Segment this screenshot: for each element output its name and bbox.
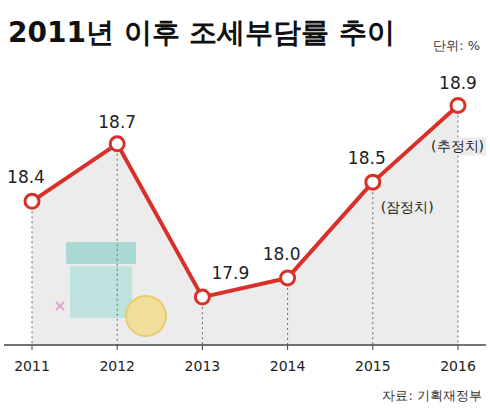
decor-sign — [66, 242, 136, 264]
drop-line — [372, 182, 373, 345]
annotation: (추정치) — [431, 138, 484, 154]
data-label: 18.7 — [98, 112, 136, 132]
plot-area — [25, 98, 465, 345]
drop-line — [117, 144, 118, 345]
x-tick-label: 2014 — [270, 358, 306, 374]
decor-sign — [70, 266, 132, 318]
title: 2011년 이후 조세부담률 추이 — [8, 16, 395, 49]
x-tick-label: 2013 — [185, 358, 221, 374]
data-labels: 18.4 18.7 17.9 18.0 18.5 18.9 — [7, 73, 477, 283]
data-label: 17.9 — [211, 263, 249, 283]
x-tick — [287, 345, 288, 350]
x-tick — [372, 345, 373, 350]
annotations: (잠정치) (추정치) — [379, 137, 486, 216]
point-marker — [195, 290, 209, 304]
decor-x — [56, 302, 64, 310]
data-label: 18.5 — [348, 148, 386, 168]
point-marker — [281, 271, 295, 285]
annotation-patch — [429, 137, 486, 155]
point-marker — [25, 194, 39, 208]
decor-coin — [126, 296, 166, 336]
x-tick — [117, 345, 118, 350]
x-tick-label: 2016 — [440, 358, 476, 374]
area — [32, 105, 458, 345]
drop-line — [287, 278, 288, 345]
annotation: (잠정치) — [381, 199, 434, 215]
chart: 2011년 이후 조세부담률 추이단위: % 2011 2012 2013 2014 20… — [0, 0, 490, 409]
data-label: 18.9 — [439, 73, 477, 93]
data-label: 18.4 — [7, 167, 45, 187]
drop-line — [32, 201, 33, 345]
x-tick-label: 2011 — [14, 358, 50, 374]
x-tick — [32, 345, 33, 350]
point-marker — [451, 98, 465, 112]
x-tick-label: 2012 — [99, 358, 135, 374]
decor-icon — [56, 242, 166, 336]
x-axis — [4, 344, 486, 346]
annotation-patch — [379, 198, 436, 216]
point-marker — [366, 175, 380, 189]
x-tick — [202, 345, 203, 350]
x-tick — [458, 345, 459, 350]
series-line — [32, 105, 458, 297]
point-marker — [110, 137, 124, 151]
unit-label: 단위: % — [433, 38, 480, 53]
source: 자료: 기획재정부 — [382, 388, 482, 403]
data-label: 18.0 — [263, 244, 301, 264]
x-tick-label: 2015 — [355, 358, 391, 374]
